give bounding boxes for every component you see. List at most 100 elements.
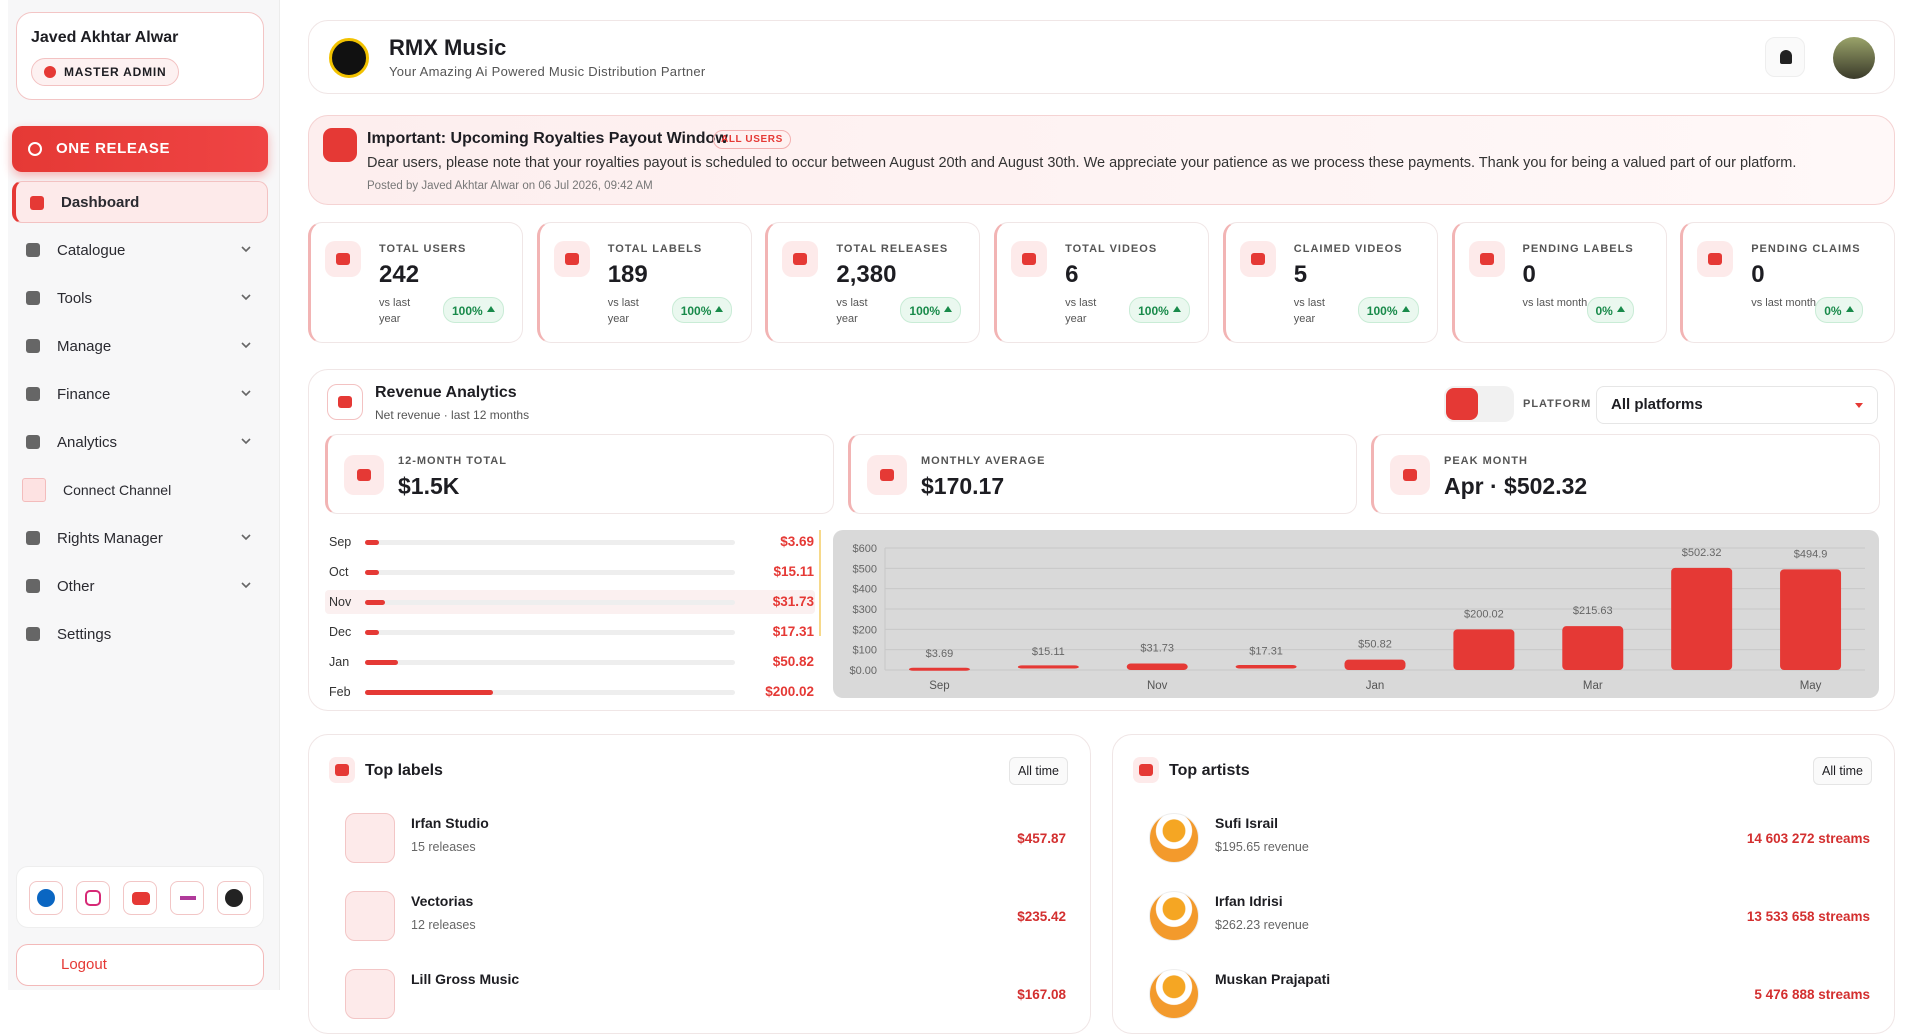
y-tick-label: $300 xyxy=(853,604,877,616)
instagram-icon[interactable] xyxy=(76,881,110,915)
chevron-line xyxy=(241,246,251,253)
nav-icon xyxy=(26,435,40,449)
stat-card: TOTAL RELEASES 2,380 vs last year 100% xyxy=(765,222,981,343)
audio-icon[interactable] xyxy=(170,881,204,915)
nav-label: Analytics xyxy=(57,433,118,451)
row-amount: $167.08 xyxy=(1017,987,1066,1002)
month-track xyxy=(365,570,735,575)
row-detail: $262.23 revenue xyxy=(1215,918,1309,932)
nav-item[interactable]: Dashboard xyxy=(12,181,268,223)
notifications-button[interactable] xyxy=(1765,37,1805,77)
chart-toggle xyxy=(1444,386,1514,422)
stat-period: vs last month xyxy=(1751,297,1816,309)
linkedin-icon[interactable] xyxy=(29,881,63,915)
chevron xyxy=(241,438,251,445)
nav-item[interactable]: Catalogue xyxy=(12,229,268,271)
row-detail: 12 releases xyxy=(411,918,476,932)
row-detail: $195.65 revenue xyxy=(1215,840,1309,854)
one-release-button[interactable]: ONE RELEASE xyxy=(12,126,268,172)
avatar[interactable] xyxy=(1833,37,1875,79)
stat-period: vs last year xyxy=(607,297,639,325)
row-amount: $457.87 xyxy=(1017,831,1066,846)
platform-value: All platforms xyxy=(1611,396,1703,413)
chevron-line xyxy=(241,294,251,301)
stat-period: vs last year xyxy=(836,297,868,325)
bar-view-button[interactable] xyxy=(1446,388,1478,420)
stat-card: PENDING CLAIMS 0 vs last month 0% xyxy=(1680,222,1896,343)
b-icon[interactable] xyxy=(217,881,251,915)
chevron-line xyxy=(241,438,251,445)
summary-icon xyxy=(344,455,384,495)
nav-icon xyxy=(26,291,40,305)
stat-card: TOTAL LABELS 189 vs last year 100% xyxy=(536,222,752,343)
row-detail: 15 releases xyxy=(411,840,476,854)
nav-label: Connect Channel xyxy=(63,482,172,498)
value-label: $3.69 xyxy=(926,648,954,660)
label-icon xyxy=(345,891,395,941)
role: MASTER ADMIN xyxy=(64,65,167,79)
stat-label: PENDING CLAIMS xyxy=(1751,243,1861,255)
nav-item[interactable]: Finance xyxy=(12,373,268,415)
stat-change: 100% xyxy=(900,297,962,323)
stat-value: 0 xyxy=(1522,261,1536,288)
chevron xyxy=(241,582,251,589)
nav-item[interactable]: Manage xyxy=(12,325,268,367)
stat-label: PENDING LABELS xyxy=(1522,243,1634,255)
month-bar xyxy=(365,660,398,665)
stat-value: 0 xyxy=(1751,261,1765,288)
icon-glyph xyxy=(880,469,894,481)
revenue-title: Revenue Analytics xyxy=(375,384,517,401)
bar xyxy=(1017,665,1079,669)
chevron-line xyxy=(241,342,251,349)
month-amount: $50.82 xyxy=(772,654,814,669)
bar xyxy=(1453,629,1515,670)
list-row[interactable]: Lill Gross Music $167.08 xyxy=(333,963,1066,1027)
logout-button[interactable]: Logout xyxy=(16,944,264,986)
nav-icon xyxy=(22,478,46,502)
stat-change: 100% xyxy=(671,297,733,323)
summary-icon xyxy=(867,455,907,495)
month-amount: $200.02 xyxy=(765,684,814,699)
stat-change: 100% xyxy=(1129,297,1190,323)
stat-icon xyxy=(1239,241,1276,277)
month-amount: $31.73 xyxy=(772,594,814,609)
nav-item[interactable]: Settings xyxy=(12,613,268,655)
list-row[interactable]: Sufi Israil $195.65 revenue 14 603 272 str… xyxy=(1137,807,1870,871)
list-row[interactable]: Muskan Prajapati 5 476 888 streams xyxy=(1137,963,1870,1027)
y-tick-label: $600 xyxy=(853,543,877,555)
nav-item[interactable]: Other xyxy=(12,565,268,607)
month-label: Sep xyxy=(329,535,352,549)
stat-value: 6 xyxy=(1065,261,1079,288)
nav-item[interactable]: Analytics xyxy=(12,421,268,463)
chevron xyxy=(241,390,251,397)
nav-item[interactable]: Tools xyxy=(12,277,268,319)
list-row[interactable]: Irfan Idrisi $262.23 revenue 13 533 658 st… xyxy=(1137,885,1870,949)
nav-item[interactable]: Rights Manager xyxy=(12,517,268,559)
list-row[interactable]: Irfan Studio 15 releases $457.87 xyxy=(333,807,1066,871)
icon-glyph xyxy=(1250,253,1265,265)
platform-select[interactable]: All platforms xyxy=(1596,386,1878,424)
stat-icon xyxy=(782,241,819,277)
y-tick-label: $400 xyxy=(853,584,877,596)
stat-change: 100% xyxy=(443,297,504,323)
nav-icon xyxy=(26,579,40,593)
stat-change: 100% xyxy=(1357,297,1419,323)
stat-icon xyxy=(1468,241,1505,277)
month-bar xyxy=(365,540,379,545)
stat-label: TOTAL RELEASES xyxy=(836,243,949,255)
icon-glyph xyxy=(564,253,579,265)
page: Javed Akhtar Alwar MASTER ADMIN ONE RELE… xyxy=(12,0,1896,1034)
y-tick-label: $200 xyxy=(853,624,877,636)
youtube-icon[interactable] xyxy=(123,881,157,915)
change-arrow xyxy=(486,302,495,312)
nav-item[interactable]: Connect Channel xyxy=(12,469,268,511)
line-view-button[interactable] xyxy=(1480,388,1512,420)
change-value: 0% xyxy=(1824,304,1842,318)
nav-label: Settings xyxy=(57,625,112,643)
list-filter[interactable]: All time xyxy=(1813,757,1872,785)
list-filter[interactable]: All time xyxy=(1009,757,1068,785)
change-arrow xyxy=(1401,302,1410,312)
list-row[interactable]: Vectorias 12 releases $235.42 xyxy=(333,885,1066,949)
announcement: Important: Upcoming Royalties Payout Win… xyxy=(308,115,1895,205)
month-label: Feb xyxy=(329,685,351,699)
